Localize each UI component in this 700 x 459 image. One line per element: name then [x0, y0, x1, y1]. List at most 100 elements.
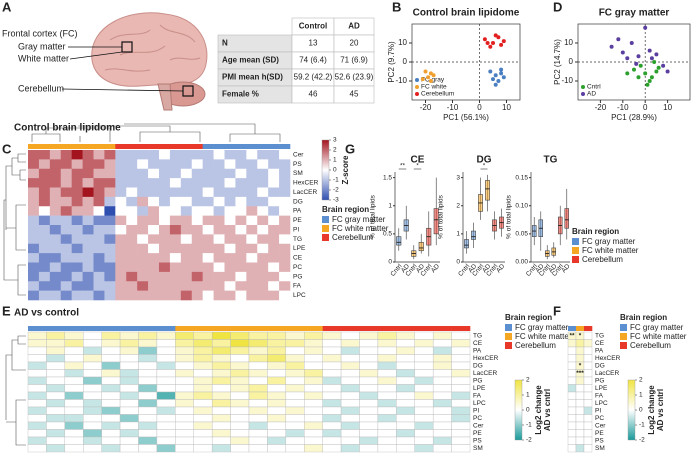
heat-cell	[213, 271, 225, 282]
heat-cell	[28, 262, 40, 273]
heat-cell	[82, 271, 94, 282]
heat-cell	[340, 414, 360, 423]
point	[649, 56, 654, 61]
heat-cell	[304, 436, 323, 445]
heat-cell	[377, 346, 397, 355]
point	[629, 41, 634, 45]
heat-cell	[248, 421, 268, 430]
heat-cell	[71, 150, 83, 160]
heat-cell	[414, 346, 434, 355]
heat-cell	[119, 376, 139, 385]
heat-cell	[248, 391, 268, 400]
heat-cell	[235, 262, 247, 273]
legend-swatch	[322, 216, 329, 223]
heat-cell	[213, 206, 225, 216]
heat-cell	[268, 253, 280, 263]
region-strip	[377, 326, 397, 331]
heat-cell	[304, 444, 323, 453]
colorbar-tick-label: 0	[639, 407, 643, 414]
heat-cell	[279, 159, 291, 170]
heat-cell	[191, 150, 203, 160]
heat-cell	[583, 414, 593, 423]
heat-cell	[104, 290, 116, 301]
heat-cell	[567, 346, 577, 355]
heat-cell	[169, 253, 182, 263]
heat-cell	[119, 369, 139, 378]
colorbar-tick-label: -1	[333, 177, 339, 184]
heat-cell	[169, 150, 182, 160]
heat-cell	[27, 421, 47, 430]
heat-cell	[169, 290, 182, 301]
table-value: 46	[309, 90, 318, 99]
legend-label: AD	[587, 91, 596, 98]
heat-cell	[396, 369, 415, 378]
box	[464, 239, 469, 249]
colorbar-tick-label: 2	[333, 147, 337, 154]
heat-cell	[359, 399, 379, 408]
heat-cell	[49, 262, 62, 273]
heat-cell	[60, 271, 72, 282]
heat-cell	[211, 414, 231, 423]
heat-cell	[340, 339, 360, 348]
heat-cell	[60, 196, 72, 207]
heat-cell	[575, 429, 585, 438]
colorbar	[627, 379, 636, 441]
heat-cell	[83, 391, 102, 400]
heat-cell	[432, 414, 452, 423]
point	[493, 73, 498, 78]
heat-cell	[138, 414, 158, 423]
heat-cell	[583, 436, 593, 445]
heat-cell	[304, 376, 323, 385]
heat-cell	[257, 196, 269, 207]
x-tick-label: 0	[643, 103, 648, 112]
y-tick-label: 10	[398, 38, 407, 47]
heat-cell	[148, 178, 160, 188]
heat-cell	[202, 196, 214, 207]
heat-cell	[279, 196, 291, 207]
region-strip	[414, 326, 434, 331]
heat-cell	[414, 399, 434, 408]
y-tick-label: 0.15	[515, 174, 528, 181]
heat-cell	[28, 271, 40, 282]
row-label: PI	[473, 407, 479, 414]
heat-cell	[267, 361, 287, 370]
row-label: PE	[473, 430, 482, 437]
chart-title: TG	[544, 155, 558, 166]
heat-cell	[175, 429, 194, 438]
legend-marker	[415, 78, 419, 82]
heat-cell	[285, 339, 305, 348]
heat-cell	[71, 187, 83, 198]
heat-cell	[83, 429, 102, 438]
heat-cell	[414, 369, 434, 378]
colorbar	[514, 379, 523, 441]
heat-cell	[211, 331, 231, 340]
heat-cell	[257, 290, 269, 301]
heat-cell	[567, 354, 577, 363]
heat-cell	[180, 234, 193, 245]
region-strip	[268, 144, 280, 149]
heat-cell	[82, 178, 94, 188]
heat-cell	[451, 444, 471, 453]
point	[482, 37, 487, 42]
x-tick-label: AD	[547, 263, 558, 275]
heat-cell	[119, 391, 139, 400]
colorbar-tick-label: -1	[526, 422, 532, 429]
point	[496, 79, 501, 83]
heat-cell	[230, 444, 250, 453]
heat-cell	[115, 168, 127, 179]
heat-cell	[46, 406, 66, 415]
colorbar-tick-label: 1	[639, 392, 643, 399]
point	[638, 63, 643, 68]
heat-cell	[285, 391, 305, 400]
significance-label: *	[483, 163, 486, 170]
heat-cell	[248, 331, 268, 340]
heat-cell	[38, 206, 51, 216]
legend-marker	[415, 92, 419, 96]
heat-cell	[126, 243, 138, 254]
heat-cell	[175, 346, 194, 355]
heat-cell	[148, 215, 160, 226]
cerebrum	[91, 12, 208, 87]
heat-cell	[248, 369, 268, 378]
heat-cell	[27, 339, 47, 348]
row-label: HexCER	[473, 355, 499, 362]
